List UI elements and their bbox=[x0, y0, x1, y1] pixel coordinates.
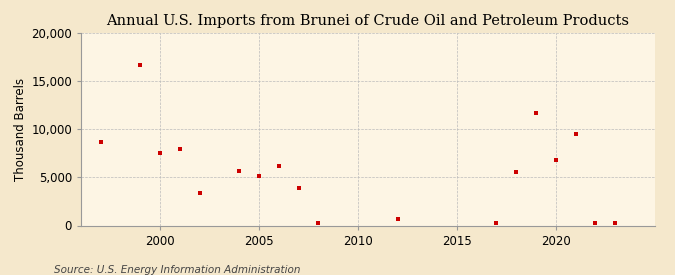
Point bbox=[511, 169, 522, 174]
Text: Source: U.S. Energy Information Administration: Source: U.S. Energy Information Administ… bbox=[54, 265, 300, 275]
Point bbox=[392, 217, 403, 221]
Y-axis label: Thousand Barrels: Thousand Barrels bbox=[14, 78, 27, 181]
Point bbox=[95, 139, 106, 144]
Title: Annual U.S. Imports from Brunei of Crude Oil and Petroleum Products: Annual U.S. Imports from Brunei of Crude… bbox=[107, 14, 629, 28]
Point bbox=[273, 164, 284, 168]
Point bbox=[550, 158, 561, 162]
Point bbox=[313, 220, 324, 225]
Point bbox=[531, 111, 541, 115]
Point bbox=[194, 191, 205, 195]
Point bbox=[234, 168, 244, 173]
Point bbox=[491, 220, 502, 225]
Point bbox=[590, 220, 601, 225]
Point bbox=[610, 220, 620, 225]
Point bbox=[570, 132, 581, 136]
Point bbox=[293, 186, 304, 190]
Point bbox=[254, 174, 265, 179]
Point bbox=[175, 146, 186, 151]
Point bbox=[155, 151, 165, 155]
Point bbox=[135, 62, 146, 67]
